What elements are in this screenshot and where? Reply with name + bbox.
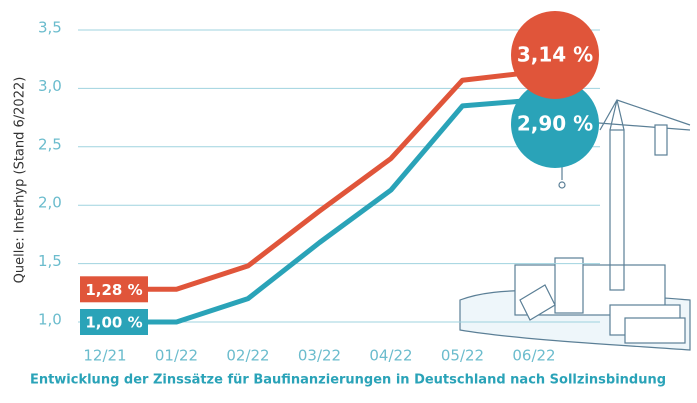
value-label: 2,90 % [517,112,593,136]
x-tick-label: 02/22 [226,347,269,365]
x-tick-label: 03/22 [298,347,341,365]
value-label: 1,28 % [85,281,142,299]
y-tick-label: 1,0 [38,311,62,329]
x-tick-label: 05/22 [441,347,484,365]
y-tick-label: 2,0 [38,194,62,212]
value-label: 1,00 % [85,314,142,332]
x-tick-label: 04/22 [369,347,412,365]
x-tick-label: 06/22 [512,347,555,365]
y-tick-label: 1,5 [38,252,62,270]
x-tick-label: 12/21 [83,347,126,365]
y-tick-label: 3,5 [38,19,62,37]
value-label: 3,14 % [517,43,593,67]
y-tick-label: 2,5 [38,135,62,153]
chart-title: Entwicklung der Zinssätze für Baufinanzi… [30,373,666,388]
chart: Quelle: Interhyp (Stand 6/2022) Entwickl… [0,0,697,403]
source-note: Quelle: Interhyp (Stand 6/2022) [13,77,28,284]
y-tick-label: 3,0 [38,77,62,95]
x-tick-label: 01/22 [155,347,198,365]
